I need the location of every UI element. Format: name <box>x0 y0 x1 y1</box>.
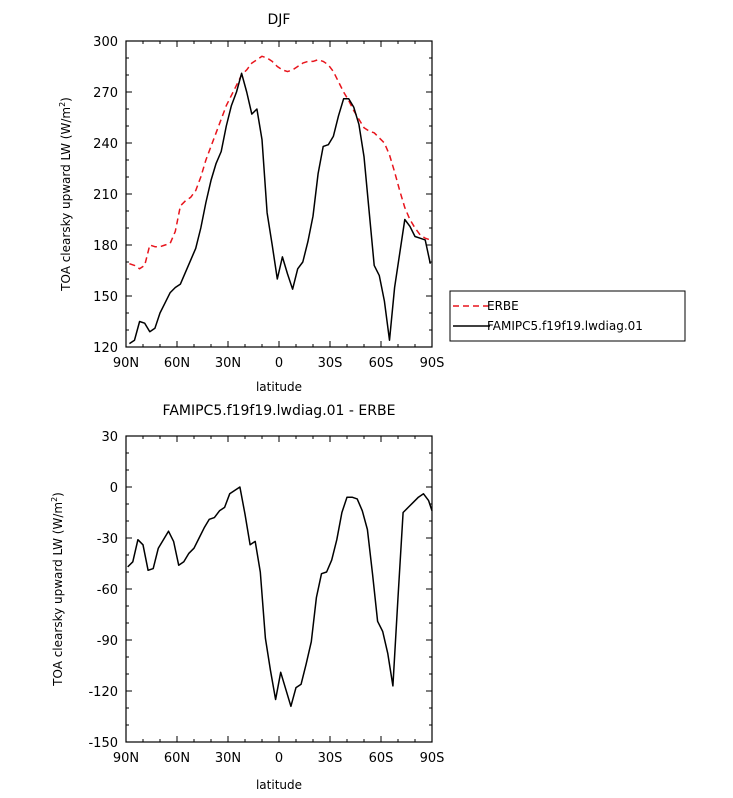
bottom-x-tick-label: 60S <box>369 751 394 766</box>
top-series <box>128 55 432 345</box>
top-y-axis-title-close: ) <box>59 97 73 102</box>
bottom-y-tick-label: -120 <box>88 685 118 700</box>
bottom-x-tick-label: 90N <box>113 751 139 766</box>
bottom-x-tick-labels: 90N 60N 30N 0 30S 60S 90S <box>113 751 445 766</box>
top-legend: ERBE FAMIPC5.f19f19.lwdiag.01 <box>449 290 686 342</box>
top-y-tick-label: 120 <box>93 341 118 356</box>
top-x-tick-label: 30S <box>318 356 343 371</box>
top-plot-frame <box>125 40 433 348</box>
bottom-y-axis-title-main: TOA clearsky upward LW (W/m <box>51 502 65 687</box>
bottom-y-tick-labels: -150 -120 -90 -60 -30 0 30 <box>88 430 118 751</box>
top-y-tick-label: 180 <box>93 239 118 254</box>
top-ticks <box>125 40 433 348</box>
bottom-y-tick-label: 30 <box>101 430 118 445</box>
legend-box <box>449 290 686 342</box>
top-y-tick-label: 300 <box>93 35 118 50</box>
bottom-series <box>127 486 433 708</box>
top-x-tick-label: 60S <box>369 356 394 371</box>
top-x-tick-label: 60N <box>164 356 190 371</box>
top-series-line-erbe <box>129 55 431 270</box>
bottom-y-axis-title-sup: 2 <box>50 497 59 502</box>
top-series-line-famipc5-f19f19-lwdiag-01 <box>128 72 432 345</box>
top-chart-title: DJF <box>268 12 291 28</box>
top-x-tick-label: 30N <box>215 356 241 371</box>
bottom-y-tick-label: -60 <box>97 583 118 598</box>
top-y-tick-label: 240 <box>93 137 118 152</box>
bottom-y-tick-label: 0 <box>110 481 118 496</box>
top-y-axis-title-main: TOA clearsky upward LW (W/m <box>59 107 73 292</box>
bottom-y-tick-label: -30 <box>97 532 118 547</box>
bottom-series-line-famipc5-f19f19-lwdiag-01-erbe <box>127 486 433 708</box>
top-panel: DJF 120 150 180 210 240 270 300 90N 60N 30N 0 30S 6… <box>58 12 686 394</box>
bottom-x-tick-label: 90S <box>420 751 445 766</box>
top-y-axis-title-sup: 2 <box>58 102 67 107</box>
top-y-tick-label: 210 <box>93 188 118 203</box>
bottom-y-tick-label: -150 <box>88 736 118 751</box>
bottom-chart-title: FAMIPC5.f19f19.lwdiag.01 - ERBE <box>163 403 396 419</box>
bottom-x-tick-label: 60N <box>164 751 190 766</box>
top-y-tick-labels: 120 150 180 210 240 270 300 <box>93 35 118 356</box>
legend-label-famipc5: FAMIPC5.f19f19.lwdiag.01 <box>487 319 643 333</box>
bottom-x-axis-title: latitude <box>256 778 302 792</box>
bottom-panel: FAMIPC5.f19f19.lwdiag.01 - ERBE -150 -120… <box>50 403 444 792</box>
top-x-tick-label: 90N <box>113 356 139 371</box>
bottom-x-tick-label: 30S <box>318 751 343 766</box>
top-y-tick-label: 270 <box>93 86 118 101</box>
top-x-tick-labels: 90N 60N 30N 0 30S 60S 90S <box>113 356 445 371</box>
bottom-y-axis-title: TOA clearsky upward LW (W/m2) <box>50 492 65 687</box>
bottom-plot-frame <box>125 435 433 743</box>
top-y-tick-label: 150 <box>93 290 118 305</box>
top-y-axis-title: TOA clearsky upward LW (W/m2) <box>58 97 73 292</box>
legend-label-erbe: ERBE <box>487 299 519 313</box>
bottom-y-tick-label: -90 <box>97 634 118 649</box>
bottom-x-tick-label: 0 <box>275 751 283 766</box>
bottom-y-axis-title-close: ) <box>51 492 65 497</box>
bottom-x-tick-label: 30N <box>215 751 241 766</box>
top-x-axis-title: latitude <box>256 380 302 394</box>
top-x-tick-label: 0 <box>275 356 283 371</box>
top-x-tick-label: 90S <box>420 356 445 371</box>
bottom-ticks <box>125 435 433 743</box>
